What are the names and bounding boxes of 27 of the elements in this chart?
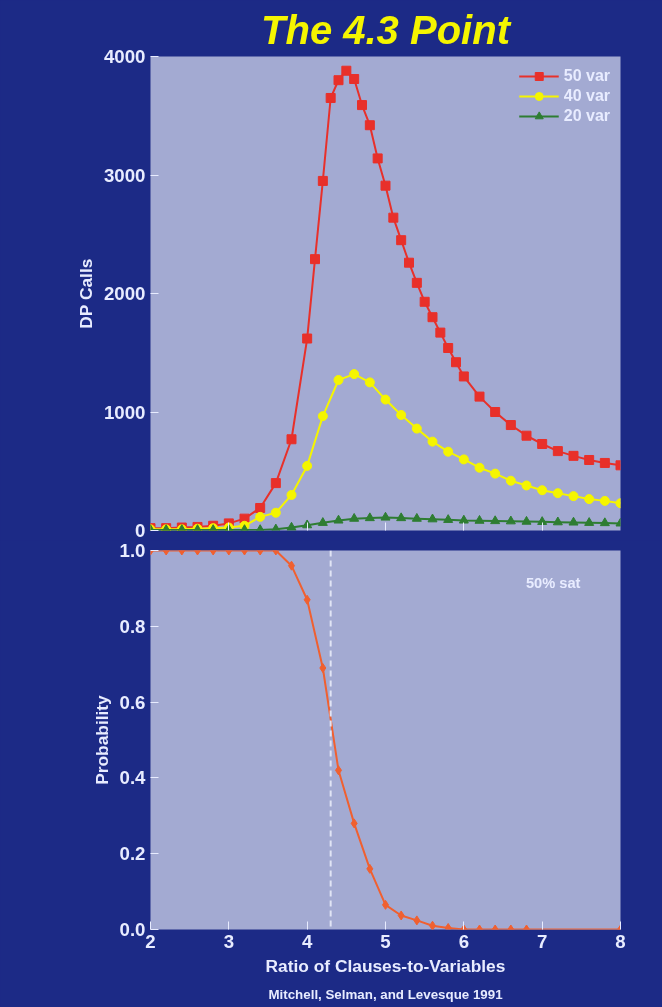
- x-tick-label: 8: [615, 930, 626, 952]
- x-tick-label: 5: [380, 930, 391, 952]
- legend-label: 20 var: [563, 107, 610, 125]
- x-tick-label: 4: [301, 930, 313, 952]
- y-tick-label: 2000: [104, 283, 146, 304]
- x-tick-label: 7: [536, 930, 548, 952]
- y-tick-label: 0.6: [119, 691, 146, 713]
- y-tick-label: 0: [135, 520, 146, 541]
- y-tick-label: 1000: [104, 401, 146, 423]
- y-tick-label: 1.0: [119, 540, 146, 561]
- y-axis-title: Probability: [91, 694, 112, 785]
- y-axis-title: DP Calls: [76, 258, 96, 329]
- text: Mitchell, Selman, and Levesque 1991: [268, 986, 504, 1002]
- legend-label: 50 var: [563, 67, 610, 85]
- y-tick-label: 0.2: [119, 843, 146, 865]
- legend-label: 40 var: [563, 87, 610, 105]
- x-tick-label: 2: [145, 930, 156, 952]
- y-tick-label: 0.8: [119, 615, 146, 637]
- x-tick-label: 3: [223, 930, 235, 952]
- y-tick-label: 0.4: [119, 767, 147, 789]
- x-tick-label: 6: [458, 930, 470, 952]
- chart-title: The 4.3 Point: [261, 7, 512, 52]
- y-tick-label: 4000: [104, 46, 146, 67]
- x-axis-title: Ratio of Clauses-to-Variables: [265, 955, 506, 976]
- y-tick-label: 3000: [104, 164, 146, 186]
- y-tick-label: 0.0: [119, 919, 146, 940]
- annotation: 50% sat: [525, 574, 581, 591]
